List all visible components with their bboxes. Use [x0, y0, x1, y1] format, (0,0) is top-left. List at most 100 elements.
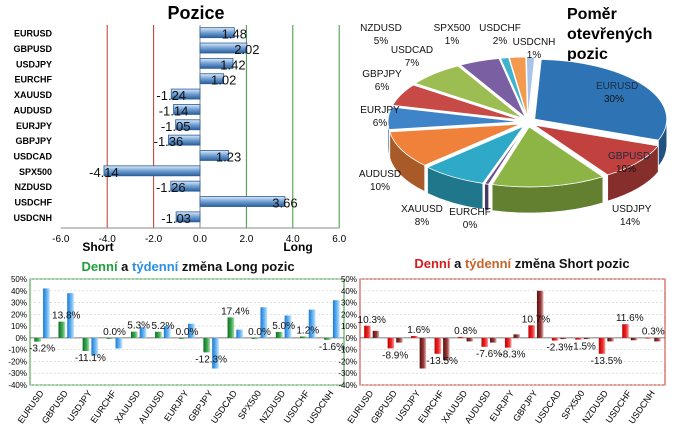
pie-slice	[414, 65, 523, 119]
p4-tick-label: 10%	[341, 322, 357, 331]
pozice-title: Pozice	[167, 3, 224, 23]
pozice-category-label: SPX500	[19, 167, 52, 177]
pie-slice	[459, 58, 526, 118]
p4-tick-label: 20%	[341, 310, 357, 319]
title-part: týdenní	[465, 256, 512, 271]
short-axis-label: Short	[82, 240, 113, 254]
p3-weekly-bar	[308, 309, 316, 338]
pie-slice	[426, 125, 525, 184]
pie-slice-pct: 10%	[370, 182, 390, 193]
p4-daily-bar	[645, 337, 653, 339]
pozice-bar	[170, 88, 201, 100]
p4-daily-bar	[528, 325, 535, 338]
p3-value-label: 5.0%	[272, 321, 295, 332]
p3-value-label: -1.6%	[319, 342, 345, 353]
p3-daily-bar	[227, 317, 235, 338]
pozice-value-label: -4.14	[89, 165, 119, 180]
p4-daily-bar	[481, 337, 489, 347]
pie-title-line: otevřených	[567, 26, 652, 43]
pozice-value-label: -1.05	[161, 119, 191, 134]
pozice-tick-label: -4.0	[99, 234, 117, 245]
p3-daily-bar	[251, 337, 259, 339]
pie-slice-pct: 14%	[620, 217, 640, 228]
pie-title-line: pozic	[567, 46, 608, 63]
p3-value-label: 17.4%	[221, 306, 249, 317]
p4-weekly-bar	[513, 334, 521, 338]
pozice-category-label: XAUUSD	[14, 90, 53, 100]
short-value-labels: 10.3% -8.9% 1.6% -13.5% 0.8% -7.6%-8.3% 10.7% -…	[358, 313, 665, 367]
p3-daily-bar	[203, 337, 211, 353]
title-part: a	[118, 259, 132, 274]
p3-tick-label: 30%	[11, 299, 27, 308]
pozice-category-label: USDCAD	[13, 151, 52, 161]
p3-daily-bar	[155, 331, 162, 338]
p4-daily-bar	[387, 337, 395, 349]
p3-tick-label: -40%	[8, 381, 27, 390]
pozice-category-labels: EURUSD GBPUSD USDJPY EURCHF XAUUSD AUDUSD EURJ…	[13, 29, 52, 223]
pie-slice	[491, 126, 604, 188]
long-tick-labels: -40% -30% -20% -10% 0% 10% 20% 30% 40% 50%	[8, 275, 27, 390]
pozice-chart: Pozice EURUSD GBPUSD USDJPY EURCHF XAUUSD AUD…	[13, 3, 346, 254]
p3-tick-label: 10%	[11, 322, 27, 331]
p3-weekly-bar	[91, 337, 99, 356]
p4-weekly-bar	[490, 337, 497, 343]
pozice-value-label: -1.03	[161, 211, 191, 226]
pie-slice-name: XAUUSD	[401, 204, 443, 215]
p3-weekly-bar	[236, 329, 244, 338]
p4-tick-label: -30%	[338, 369, 357, 378]
pie-slice-name: GBPJPY	[362, 69, 402, 80]
pie-title: Poměr otevřených pozic	[567, 6, 652, 63]
pie-slice-name: AUDUSD	[359, 169, 401, 180]
p3-tick-label: -20%	[8, 357, 27, 366]
p4-daily-bar	[575, 337, 582, 340]
p3-weekly-bar	[188, 323, 195, 338]
pozice-tick-label: 0.0	[193, 234, 207, 245]
p4-value-label: -7.6%	[476, 349, 502, 360]
pie-slice-pct: 6%	[375, 82, 390, 93]
p4-tick-label: -20%	[338, 357, 357, 366]
pozice-category-label: USDCHF	[15, 198, 53, 208]
pozice-tick-label: 4.0	[286, 234, 300, 245]
pozice-category-label: EURJPY	[16, 121, 52, 131]
pozice-bar	[175, 119, 201, 131]
p3-weekly-bar	[260, 307, 268, 338]
p4-tick-label: 0%	[345, 334, 357, 343]
p3-weekly-bar	[67, 293, 74, 338]
p4-value-label: -1.5%	[570, 342, 596, 353]
pie-slice-name: USDCAD	[391, 45, 433, 56]
p4-weekly-bar	[372, 330, 380, 338]
p4-daily-bar	[598, 337, 606, 354]
p4-value-label: 0.3%	[642, 327, 665, 338]
pie-slice-name: EURUSD	[596, 81, 638, 92]
p4-tick-label: 40%	[341, 287, 357, 296]
p3-weekly-bar	[332, 300, 340, 338]
p3-value-label: 1.2%	[296, 325, 319, 336]
p4-tick-label: -40%	[338, 381, 357, 390]
pozice-category-label: EURUSD	[14, 29, 53, 39]
p4-value-label: -13.5%	[426, 356, 458, 367]
p4-weekly-bar	[630, 337, 638, 341]
p3-tick-label: 0%	[15, 334, 27, 343]
p4-daily-bar	[622, 324, 629, 338]
p4-daily-bar	[504, 337, 512, 348]
p4-daily-bar	[411, 336, 418, 338]
pie-slice-pct: 1%	[527, 50, 542, 61]
pozice-value-label: 1.42	[220, 57, 245, 72]
pie-slice-pct: 30%	[604, 94, 624, 105]
p3-daily-bar	[82, 337, 90, 351]
pie-slice	[483, 126, 526, 185]
pozice-tick-label: 2.0	[239, 234, 253, 245]
short-gridlines	[360, 278, 665, 386]
pozice-tick-label: -6.0	[52, 234, 70, 245]
pie-slice-name: EURJPY	[360, 105, 400, 116]
title-part: týdenní	[132, 259, 179, 274]
short-tick-labels: -40% -30% -20% -10% 0% 10% 20% 30% 40% 50%	[338, 275, 357, 390]
p3-tick-label: 50%	[11, 275, 27, 284]
p4-daily-bar	[458, 336, 465, 338]
p3-value-label: 0.0%	[103, 327, 126, 338]
pozice-value-label: 3.66	[272, 196, 297, 211]
p4-weekly-bar	[560, 337, 567, 340]
pie-slice	[508, 56, 528, 118]
pie-slice	[534, 58, 668, 141]
